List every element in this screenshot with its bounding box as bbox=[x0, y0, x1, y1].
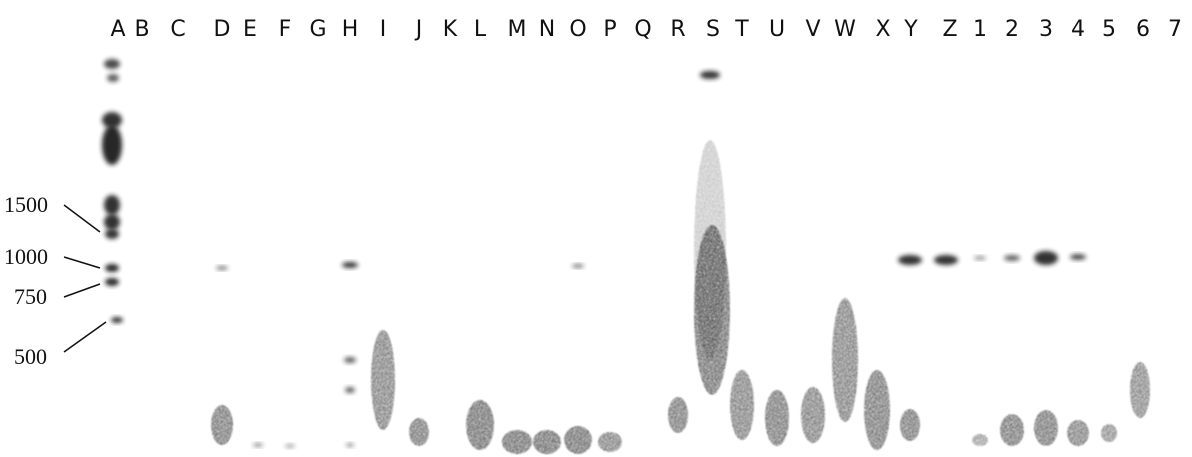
marker-line bbox=[64, 284, 100, 297]
gel-band bbox=[1034, 251, 1058, 265]
gel-band bbox=[1067, 420, 1089, 446]
lane-label: Z bbox=[942, 17, 957, 42]
gel-band bbox=[564, 426, 592, 454]
gel-band bbox=[900, 409, 920, 441]
lane-label: K bbox=[443, 17, 458, 42]
gel-band bbox=[342, 262, 358, 268]
gel-band bbox=[211, 405, 233, 445]
gel-band bbox=[104, 214, 120, 230]
gel-band bbox=[898, 255, 922, 265]
gel-band bbox=[832, 298, 858, 422]
gel-band bbox=[345, 387, 355, 393]
lane-label: G bbox=[309, 17, 326, 42]
lane-label: I bbox=[380, 17, 387, 42]
gel-band bbox=[668, 397, 688, 433]
bands bbox=[102, 59, 1150, 454]
lane-label: S bbox=[706, 17, 720, 42]
lane-label: R bbox=[670, 17, 685, 42]
gel-band bbox=[409, 418, 429, 446]
gel-band bbox=[972, 434, 988, 446]
lane-label: F bbox=[279, 17, 292, 42]
lane-label: H bbox=[342, 17, 359, 42]
lane-label: B bbox=[134, 17, 149, 42]
gel-band bbox=[253, 443, 263, 447]
lane-label: L bbox=[474, 17, 487, 42]
marker-label: 750 bbox=[14, 284, 47, 309]
lane-label: 1 bbox=[973, 17, 987, 42]
lane-label: 7 bbox=[1168, 17, 1182, 42]
marker-line bbox=[64, 205, 100, 232]
lane-label: C bbox=[170, 17, 185, 42]
lane-label: V bbox=[805, 17, 820, 42]
gel-band bbox=[111, 317, 123, 323]
gel-band bbox=[1130, 362, 1150, 418]
lane-label: 2 bbox=[1005, 17, 1019, 42]
lane-label: Y bbox=[903, 17, 918, 42]
gel-band bbox=[1000, 414, 1024, 446]
lane-label: A bbox=[110, 17, 125, 42]
gel-band bbox=[216, 266, 228, 270]
gel-band bbox=[105, 229, 119, 239]
gel-band bbox=[934, 255, 958, 265]
gel-band bbox=[1004, 255, 1020, 261]
lane-label: X bbox=[875, 17, 890, 42]
lane-label: Q bbox=[634, 17, 651, 42]
gel-band bbox=[801, 387, 825, 443]
gel-band bbox=[104, 195, 120, 215]
marker-label: 1000 bbox=[4, 244, 48, 269]
gel-band bbox=[572, 264, 584, 268]
gel-band bbox=[1070, 254, 1086, 260]
marker-label: 1500 bbox=[4, 192, 48, 217]
gel-band bbox=[344, 357, 356, 363]
gel-band bbox=[371, 330, 395, 430]
gel-band bbox=[730, 370, 754, 440]
gel-band bbox=[700, 71, 720, 79]
gel-band bbox=[765, 390, 789, 446]
marker-label: 500 bbox=[14, 344, 47, 369]
lane-label: 6 bbox=[1136, 17, 1150, 42]
lane-label: 4 bbox=[1071, 17, 1085, 42]
lane-label: N bbox=[539, 17, 555, 42]
gel-band bbox=[864, 370, 890, 450]
gel-band bbox=[285, 444, 295, 448]
gel-band bbox=[1034, 410, 1058, 446]
gel-band bbox=[533, 430, 561, 454]
gel-band bbox=[104, 59, 120, 69]
gel-image: ABC DEFGHI JKLMNOPQRSTUVWXYZ1234567 1500 1… bbox=[0, 0, 1192, 457]
lane-label: U bbox=[769, 17, 785, 42]
marker-lines bbox=[64, 205, 106, 352]
gel-band bbox=[974, 256, 986, 260]
lane-label: 3 bbox=[1039, 17, 1053, 42]
lane-label: P bbox=[603, 17, 616, 42]
gel-band bbox=[466, 400, 494, 450]
gel-band bbox=[1101, 424, 1117, 442]
lane-label: D bbox=[214, 17, 231, 42]
gel-band bbox=[694, 225, 730, 395]
lane-label: 5 bbox=[1102, 17, 1116, 42]
lane-label: O bbox=[569, 17, 586, 42]
lane-label: J bbox=[414, 17, 423, 42]
marker-line bbox=[64, 257, 100, 268]
gel-band bbox=[346, 443, 354, 447]
lane-label: M bbox=[508, 17, 527, 42]
gel-band bbox=[105, 264, 119, 272]
gel-band bbox=[107, 74, 119, 82]
gel-band bbox=[105, 278, 119, 286]
lane-label: T bbox=[734, 17, 749, 42]
lane-label: E bbox=[243, 17, 257, 42]
gel-band bbox=[102, 125, 122, 165]
marker-line bbox=[64, 322, 106, 352]
gel-band bbox=[502, 430, 532, 454]
lane-label: W bbox=[834, 17, 856, 42]
gel-band bbox=[598, 432, 622, 452]
